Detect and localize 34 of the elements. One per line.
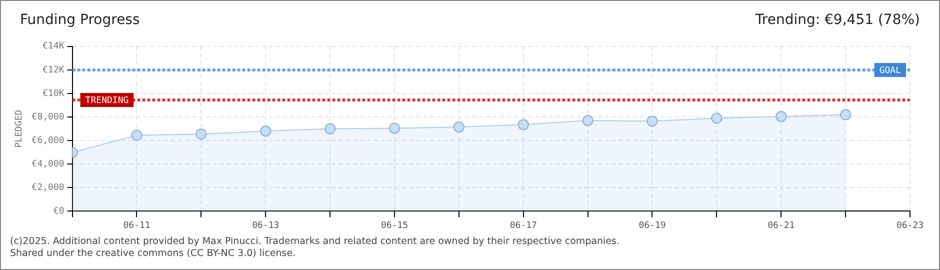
point — [389, 122, 400, 134]
y-tick-label: €6,000 — [32, 136, 64, 146]
y-axis-title: PLEDGED — [14, 110, 25, 148]
x-tick-label: 06-15 — [380, 220, 408, 231]
point — [840, 109, 852, 120]
y-tick-label: €0 — [53, 206, 64, 217]
y-tick-label: €8,000 — [32, 112, 64, 122]
point — [711, 112, 722, 124]
text: Shared under the creative commons (CC BY-NC 3.0) license. — [10, 248, 297, 260]
point — [196, 128, 207, 140]
x-tick-label: 06-11 — [123, 220, 150, 231]
x-tick-label: 06-13 — [252, 220, 280, 231]
point — [131, 130, 142, 141]
y-tick-label: €4,000 — [32, 159, 64, 170]
text: (c)2025. Additional content provided by Max Pinucci. Trademarks and related content are owned by their respective companies. — [10, 236, 620, 248]
chart-title: Funding Progress — [20, 12, 140, 30]
x-tick-label: 06-21 — [768, 220, 795, 231]
point — [646, 116, 658, 127]
x-tick-label: 06-23 — [896, 220, 924, 231]
x-tick-label: 06-19 — [638, 220, 666, 231]
point — [518, 119, 529, 130]
point — [776, 110, 787, 122]
ref-line-label: GOAL — [879, 66, 902, 76]
point — [582, 115, 594, 126]
y-tick-label: €10K — [42, 88, 65, 99]
x-tick-label: 06-17 — [510, 220, 537, 231]
y-tick-label: €14K — [42, 42, 65, 52]
point — [453, 122, 464, 133]
ref-line-label: TRENDING — [85, 96, 129, 106]
y-tick-label: €2,000 — [32, 183, 64, 193]
point — [260, 126, 272, 137]
chart-subtitle: Trending: €9,451 (78%) — [755, 12, 920, 30]
point — [324, 123, 336, 134]
y-tick-label: €12K — [42, 65, 65, 76]
